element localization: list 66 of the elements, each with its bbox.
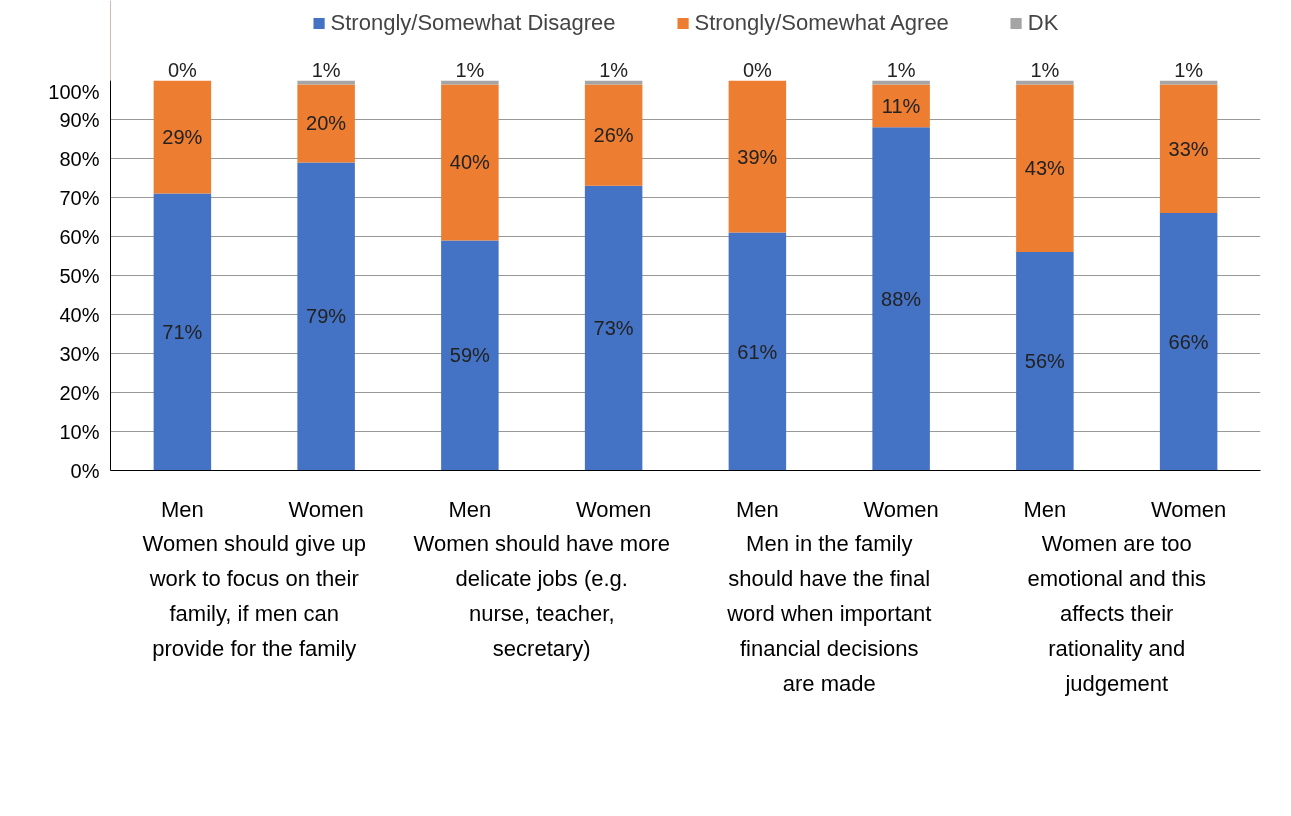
data-label: 26% (593, 124, 634, 147)
data-label: 71% (162, 321, 203, 344)
y-tick-label: 60% (59, 225, 100, 248)
bar (441, 84, 499, 241)
y-tick-label: 0% (70, 459, 100, 482)
y-tick-label: 90% (59, 108, 100, 131)
x-tick-label: Men (735, 496, 779, 522)
data-label: 1% (886, 58, 916, 81)
y-tick-label: 100% (48, 80, 100, 103)
text: Men in the family should have the final word when important financial decisions are made (726, 530, 932, 697)
data-label: 59% (449, 344, 491, 367)
bar (153, 193, 212, 471)
data-label: 1% (1030, 58, 1060, 81)
bar (1016, 252, 1074, 471)
bar (584, 84, 643, 186)
y-tick-label: 80% (59, 147, 100, 170)
data-label: 20% (306, 112, 347, 135)
x-tick-label: Women (575, 496, 652, 522)
bar (1159, 84, 1218, 214)
data-label: 66% (1168, 330, 1209, 353)
data-label: 0% (742, 58, 773, 81)
data-label: 1% (599, 58, 629, 81)
x-tick-label: Women (1150, 496, 1227, 522)
bar (1016, 84, 1074, 253)
data-label: 1% (455, 58, 485, 81)
data-label: 33% (1168, 137, 1209, 160)
text: Women should give up work to focus on their family, if men can provide for the family (142, 530, 366, 662)
data-label: 40% (449, 151, 491, 174)
data-label: 73% (593, 317, 634, 340)
y-tick-label: 20% (59, 381, 100, 404)
data-label: 43% (1024, 157, 1066, 180)
text: Women are too emotional and this affects their rationality and judgement (1027, 530, 1207, 697)
bar (1159, 213, 1218, 471)
legend-label: DK (1027, 10, 1059, 36)
legend-label: Strongly/Somewhat Agree (694, 10, 949, 36)
text: Women should have more delicate jobs (e.g. nurse, teacher, secretary) (413, 530, 670, 662)
bar (297, 84, 355, 163)
data-label: 79% (306, 305, 347, 328)
data-label: 29% (162, 126, 203, 149)
data-label: 1% (311, 58, 341, 81)
x-tick-label: Men (160, 496, 204, 522)
bar (153, 80, 212, 194)
y-tick-label: 70% (59, 186, 100, 209)
y-tick-label: 30% (59, 342, 100, 365)
data-label: 39% (737, 145, 778, 168)
bar (584, 185, 643, 471)
bar (728, 80, 787, 233)
y-tick-label: 10% (59, 420, 100, 443)
bar (872, 84, 930, 128)
x-tick-label: Men (1023, 496, 1067, 522)
data-label: 0% (167, 58, 198, 81)
bar (728, 232, 787, 471)
bar (441, 240, 499, 471)
bar (872, 127, 930, 471)
data-label: 61% (737, 340, 778, 363)
x-tick-label: Women (288, 496, 364, 522)
data-label: 56% (1024, 350, 1066, 373)
y-tick-label: 50% (59, 264, 100, 287)
x-tick-label: Women (863, 496, 939, 522)
x-tick-label: Men (448, 496, 492, 522)
legend-label: Strongly/Somewhat Disagree (330, 10, 616, 36)
data-label: 88% (881, 287, 922, 310)
data-label: 11% (881, 94, 921, 117)
bar (297, 162, 355, 471)
y-tick-label: 40% (59, 303, 100, 326)
data-label: 1% (1174, 58, 1204, 81)
